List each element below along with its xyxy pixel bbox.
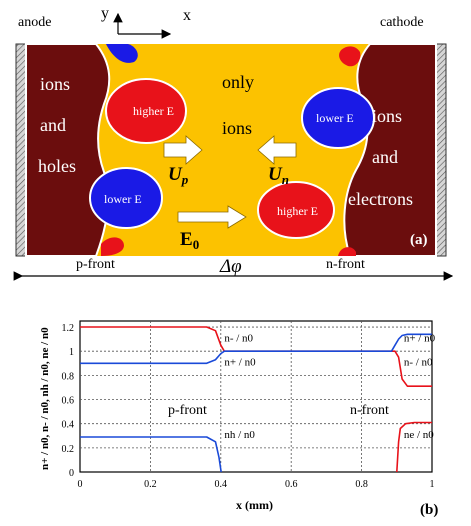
x-tick-label: 1	[430, 479, 435, 490]
lower-e-left-label: lower E	[104, 192, 142, 206]
small-red-blob-bottom-right	[338, 247, 356, 256]
x-tick-label: 0	[78, 479, 83, 490]
curve-label-1: n+ / n0	[224, 357, 256, 369]
x-tick-label: 0.6	[285, 479, 298, 490]
un-arrow-icon	[257, 135, 297, 165]
region-label-p-front: p-front	[168, 403, 207, 418]
ions-holes-region	[25, 43, 111, 257]
series-line-2	[80, 436, 222, 473]
panel-a: y x anode cathode higher E lower E lower…	[13, 5, 454, 281]
higher-e-blob-left	[105, 78, 187, 144]
panel-b-tag: (b)	[420, 502, 438, 518]
e0-arrow-icon	[177, 205, 247, 229]
y-tick-label: 1.2	[62, 323, 75, 334]
middle-text-ions: ions	[222, 118, 252, 138]
higher-e-blob-right	[257, 181, 335, 239]
higher-e-right-label: higher E	[277, 204, 318, 218]
curve-labels: n- / n0 n+ / n0 n+ / n0 n- / n0 nh / n0 ne / …	[224, 333, 435, 442]
left-text-holes: holes	[38, 156, 76, 176]
curve-label-2: n+ / n0	[404, 333, 436, 345]
y-tick-label: 0	[69, 468, 74, 479]
y-tick-label: 0.2	[62, 444, 75, 455]
plot-frame	[79, 320, 433, 473]
grid-lines	[80, 321, 432, 472]
curve-label-4: nh / n0	[224, 429, 255, 441]
axis-y-label: y	[101, 5, 109, 22]
axis-x-label: x	[183, 7, 191, 24]
y-tick-label: 1	[69, 347, 74, 358]
data-series	[80, 326, 432, 473]
axes-indicator: y x	[101, 5, 191, 39]
curve-label-3: n- / n0	[404, 357, 433, 369]
left-text-ions: ions	[40, 74, 70, 94]
right-text-and: and	[372, 147, 398, 167]
higher-e-left-label: higher E	[133, 104, 174, 118]
right-text-ions: ions	[372, 106, 402, 126]
cathode-electrode	[435, 43, 447, 257]
lower-e-right-label: lower E	[316, 111, 354, 125]
region-label-n-front: n-front	[350, 403, 389, 418]
y-tick-label: 0.6	[62, 396, 75, 407]
ions-electrons-region	[343, 43, 437, 257]
curve-label-0: n- / n0	[224, 333, 253, 345]
potential-label: Δφ	[219, 256, 242, 277]
y-tick-label: 0.4	[62, 420, 75, 431]
x-axis-label: x (mm)	[236, 498, 273, 512]
middle-text-only: only	[222, 72, 254, 92]
un-label: Un	[268, 164, 289, 187]
n-front-label: n-front	[326, 257, 365, 272]
lower-e-blob-left	[89, 167, 163, 229]
x-tick-label: 0.2	[144, 479, 157, 490]
small-red-blob-top-right	[339, 46, 361, 67]
panel-a-tag: (a)	[410, 232, 428, 248]
panel-b: 0 0.2 0.4 0.6 0.8 100.20.40.60.811.2 n- / n0n…	[39, 320, 438, 518]
small-blue-blob-top-left	[106, 44, 138, 63]
e0-label: E0	[180, 229, 199, 252]
anode-electrode	[15, 43, 27, 257]
p-front-label: p-front	[76, 257, 115, 272]
up-arrow-icon	[163, 135, 203, 165]
un-sub: n	[282, 172, 289, 187]
y-axis-label: n+ / n0, n- / n0, nh / n0, ne / n0	[39, 327, 51, 470]
e0-sub: 0	[193, 237, 200, 252]
right-text-electrons: electrons	[348, 189, 413, 209]
small-red-blob-bottom-left	[101, 237, 124, 256]
series-line-3	[396, 421, 432, 473]
tick-labels: 0 0.2 0.4 0.6 0.8 1 0 0.2 0.4 0.6 0.8 1 1.2	[62, 323, 435, 490]
anode-label: anode	[18, 15, 51, 30]
up-label: Up	[168, 164, 189, 187]
left-text-and: and	[40, 115, 66, 135]
up-sub: p	[181, 172, 189, 187]
x-tick-label: 0.8	[355, 479, 368, 490]
curve-label-5: ne / n0	[404, 429, 434, 441]
series-line-1	[80, 333, 432, 365]
lower-e-blob-right	[301, 87, 375, 149]
y-tick-label: 0.8	[62, 371, 75, 382]
cathode-label: cathode	[380, 15, 424, 30]
x-tick-label: 0.4	[215, 479, 228, 490]
